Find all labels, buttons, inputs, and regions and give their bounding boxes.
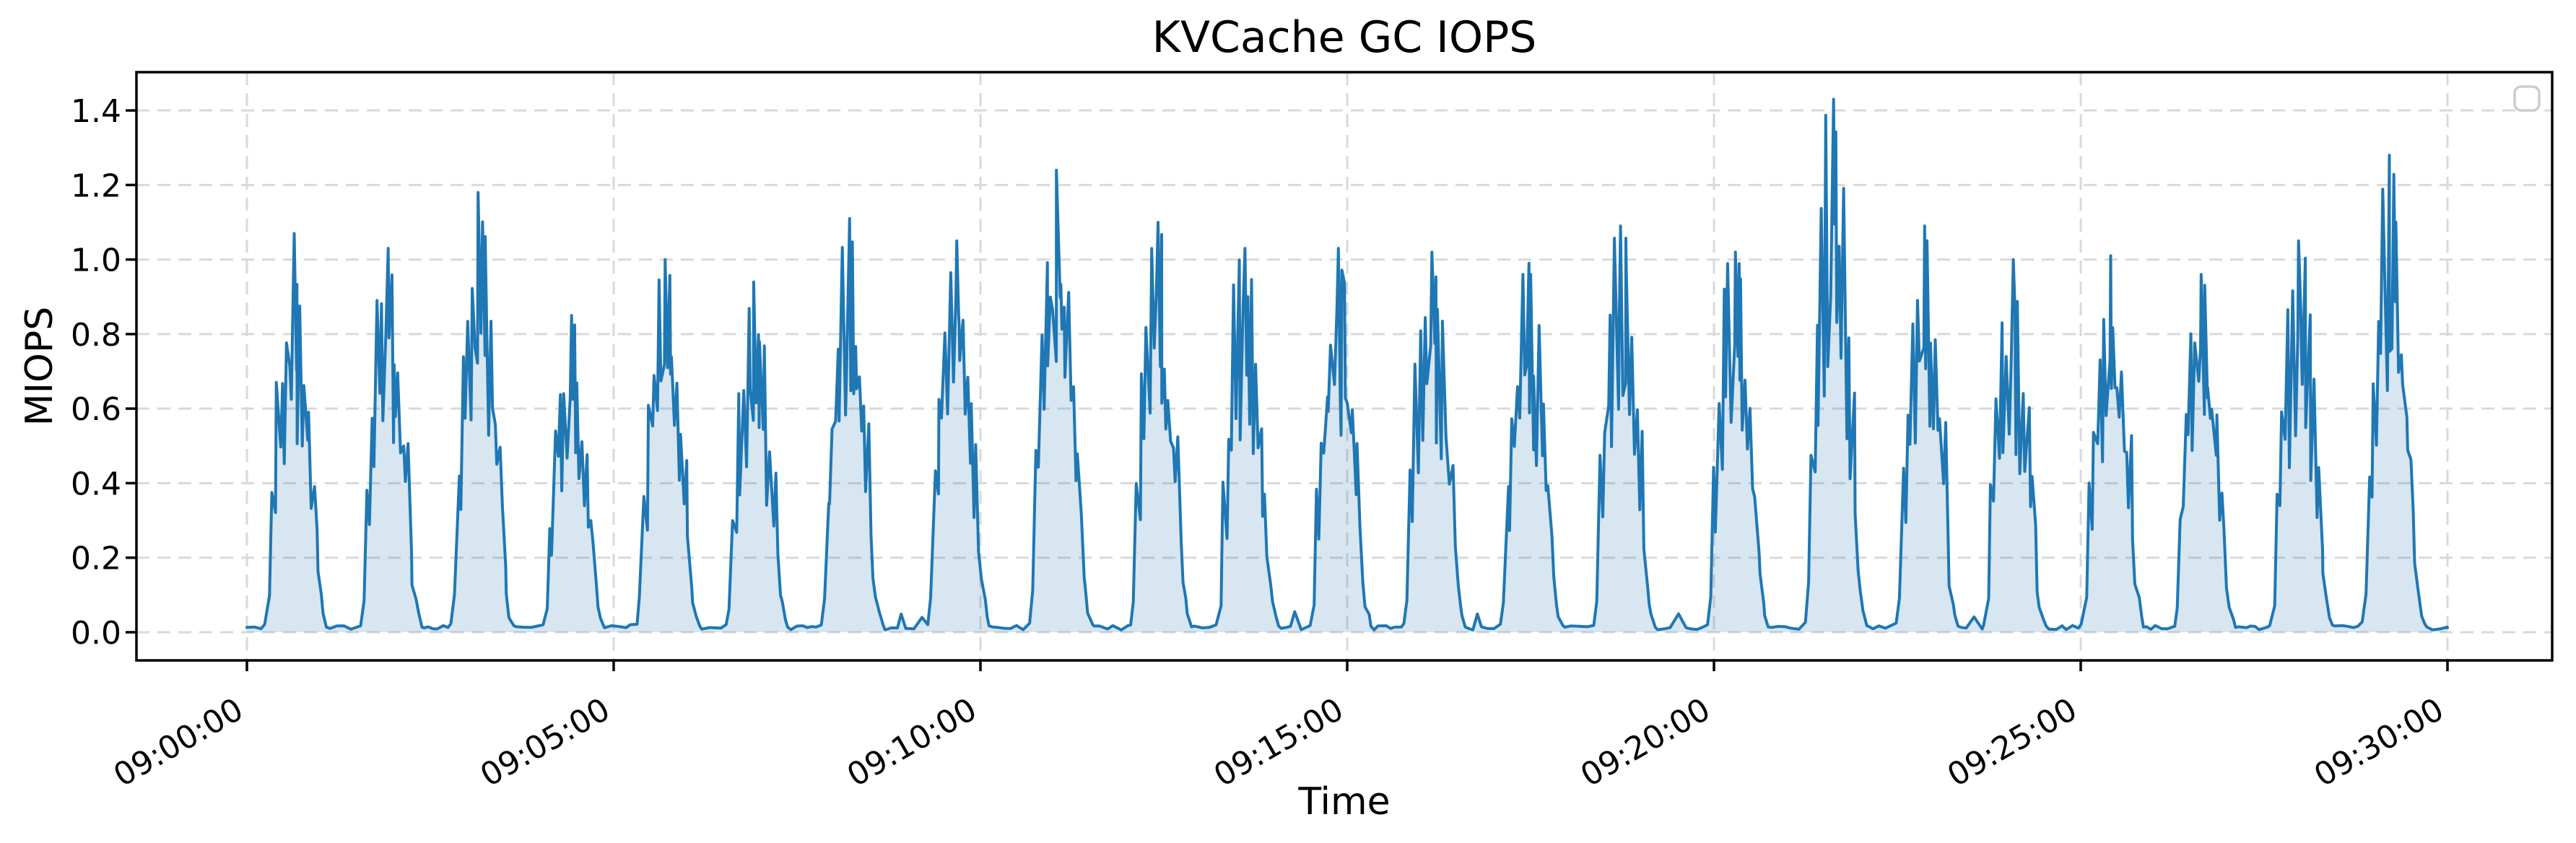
y-tick-label: 0.8 — [71, 317, 121, 354]
x-tick-label: 09:00:00 — [108, 691, 250, 794]
series-area-fill — [247, 99, 2447, 632]
x-tick-label: 09:30:00 — [2308, 691, 2450, 794]
legend-box — [2513, 85, 2541, 112]
x-tick-label: 09:10:00 — [841, 691, 983, 794]
y-tick-label: 0.4 — [71, 466, 121, 502]
x-tick-label: 09:05:00 — [474, 691, 617, 794]
x-tick-label: 09:20:00 — [1575, 691, 1717, 794]
y-tick-labels: 0.0 0.2 0.4 0.6 0.8 1.0 1.2 1.4 — [71, 93, 121, 652]
chart-title: KVCache GC IOPS — [1152, 12, 1537, 63]
x-tick-label: 09:15:00 — [1208, 691, 1350, 794]
plot-border — [135, 71, 2554, 662]
x-tick-label: 09:25:00 — [1941, 691, 2084, 794]
x-tick-labels: 09:00:00 09:05:00 09:10:00 09:15:00 09:20:00… — [108, 691, 2450, 794]
y-tick-label: 0.0 — [71, 615, 121, 652]
gridlines — [136, 72, 2552, 660]
series-line — [245, 97, 2449, 632]
y-tick-label: 1.4 — [71, 93, 121, 130]
y-tick-label: 1.2 — [71, 167, 121, 204]
y-tick-label: 0.6 — [71, 391, 121, 428]
axis-ticks — [126, 109, 2449, 671]
y-tick-label: 0.2 — [71, 541, 121, 577]
y-axis-label: MIOPS — [18, 307, 61, 427]
y-tick-label: 1.0 — [71, 243, 121, 279]
x-axis-label: Time — [1297, 780, 1390, 824]
